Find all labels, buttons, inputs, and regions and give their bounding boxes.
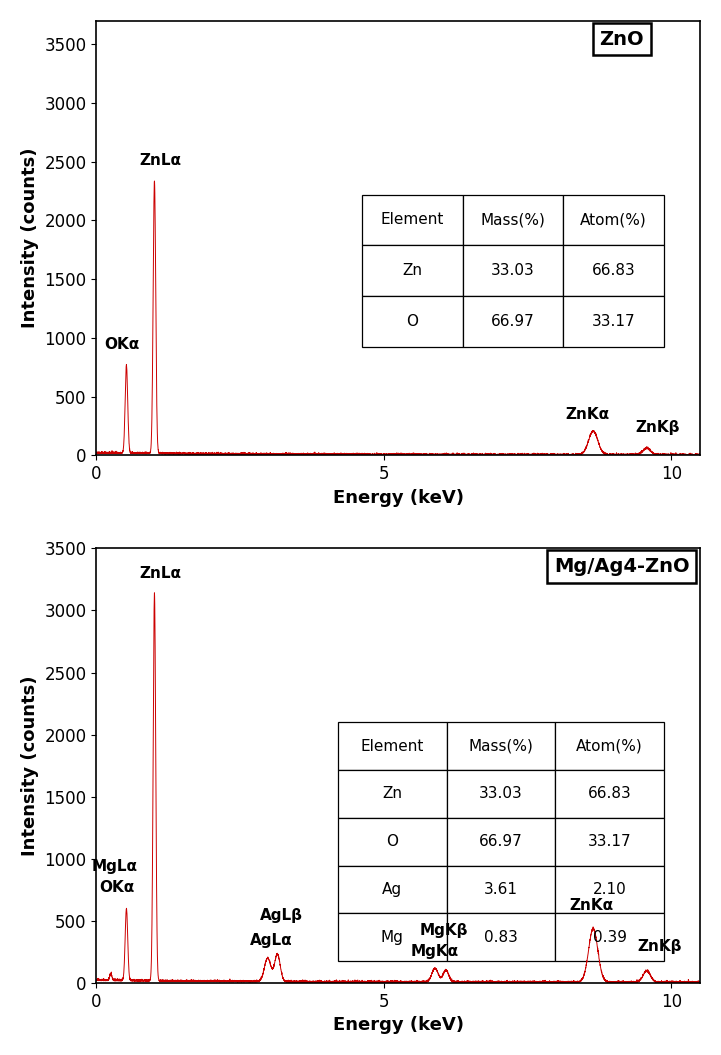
- Y-axis label: Intensity (counts): Intensity (counts): [21, 675, 39, 856]
- Text: 33.03: 33.03: [479, 786, 523, 802]
- Text: Ag: Ag: [382, 882, 402, 897]
- Text: OKα: OKα: [105, 337, 140, 352]
- Text: Mg/Ag4-ZnO: Mg/Ag4-ZnO: [554, 557, 689, 576]
- Text: Atom(%): Atom(%): [576, 738, 643, 753]
- Text: 66.97: 66.97: [479, 835, 523, 849]
- Text: AgLα: AgLα: [250, 933, 293, 948]
- Text: Mass(%): Mass(%): [469, 738, 534, 753]
- Bar: [463, 246, 563, 296]
- Text: Mg: Mg: [381, 929, 404, 945]
- Text: ZnKβ: ZnKβ: [637, 939, 681, 955]
- Text: Zn: Zn: [402, 263, 423, 279]
- Bar: [446, 723, 555, 770]
- Text: ZnKβ: ZnKβ: [636, 420, 680, 436]
- Bar: [463, 194, 563, 246]
- Text: O: O: [407, 314, 418, 329]
- Text: ZnKα: ZnKα: [565, 407, 609, 422]
- Bar: [563, 246, 664, 296]
- Text: OKα: OKα: [99, 880, 134, 895]
- Bar: [446, 914, 555, 961]
- Text: AgLβ: AgLβ: [260, 908, 303, 923]
- Text: Atom(%): Atom(%): [580, 212, 647, 228]
- Text: 0.39: 0.39: [593, 929, 627, 945]
- Text: Element: Element: [360, 738, 424, 753]
- Bar: [338, 818, 446, 865]
- Text: MgKβ: MgKβ: [420, 923, 468, 938]
- Text: 33.17: 33.17: [592, 314, 635, 329]
- Bar: [362, 194, 463, 246]
- Bar: [563, 296, 664, 347]
- Bar: [555, 865, 664, 914]
- Bar: [463, 296, 563, 347]
- Text: Zn: Zn: [382, 786, 402, 802]
- X-axis label: Energy (keV): Energy (keV): [332, 1016, 464, 1034]
- Text: MgLα: MgLα: [92, 859, 138, 874]
- Bar: [338, 865, 446, 914]
- X-axis label: Energy (keV): Energy (keV): [332, 488, 464, 506]
- Text: 2.10: 2.10: [593, 882, 627, 897]
- Bar: [446, 770, 555, 818]
- Text: Mass(%): Mass(%): [480, 212, 545, 228]
- Bar: [338, 914, 446, 961]
- Text: 3.61: 3.61: [484, 882, 518, 897]
- Text: 0.83: 0.83: [484, 929, 518, 945]
- Text: ZnLα: ZnLα: [139, 153, 182, 168]
- Bar: [563, 194, 664, 246]
- Text: 66.83: 66.83: [588, 786, 632, 802]
- Bar: [555, 723, 664, 770]
- Bar: [338, 770, 446, 818]
- Text: 33.03: 33.03: [491, 263, 535, 279]
- Bar: [555, 770, 664, 818]
- Text: ZnLα: ZnLα: [139, 565, 182, 580]
- Text: 33.17: 33.17: [588, 835, 632, 849]
- Text: O: O: [386, 835, 398, 849]
- Text: Element: Element: [381, 212, 444, 228]
- Text: MgKα: MgKα: [411, 943, 459, 959]
- Bar: [555, 914, 664, 961]
- Text: ZnO: ZnO: [599, 30, 644, 49]
- Bar: [362, 296, 463, 347]
- Y-axis label: Intensity (counts): Intensity (counts): [21, 148, 39, 328]
- Bar: [555, 818, 664, 865]
- Bar: [362, 246, 463, 296]
- Text: 66.97: 66.97: [491, 314, 535, 329]
- Text: 66.83: 66.83: [592, 263, 635, 279]
- Bar: [446, 818, 555, 865]
- Bar: [338, 723, 446, 770]
- Bar: [446, 865, 555, 914]
- Text: ZnKα: ZnKα: [569, 899, 613, 914]
